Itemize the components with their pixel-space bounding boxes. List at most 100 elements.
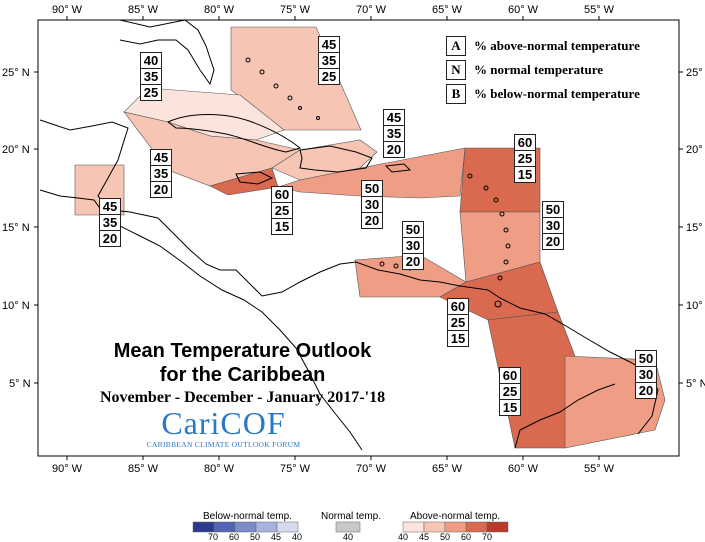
key-letter: A xyxy=(446,36,466,56)
prob-normal: 35 xyxy=(100,215,120,231)
prob-normal: 30 xyxy=(543,218,563,234)
prob-box-suriname: 50 30 20 xyxy=(635,350,657,399)
prob-above: 45 xyxy=(100,199,120,215)
prob-box-belize: 45 35 20 xyxy=(99,198,121,247)
prob-above: 60 xyxy=(500,368,520,384)
lon-label-top: 55° W xyxy=(584,4,615,16)
lon-label-bottom: 75° W xyxy=(280,463,311,475)
prob-box-bahamas: 45 35 25 xyxy=(318,36,340,85)
prob-below: 20 xyxy=(386,142,402,157)
scale-tick: 40 xyxy=(292,532,303,542)
coastlines xyxy=(39,19,659,451)
prob-above: 45 xyxy=(319,37,339,53)
prob-above: 60 xyxy=(448,299,468,315)
key-letter: N xyxy=(446,60,466,80)
prob-box-puerto-rico: 50 30 20 xyxy=(361,180,383,229)
key-label: % above-normal temperature xyxy=(474,38,640,53)
prob-above: 60 xyxy=(515,135,535,151)
prob-box-windward: 50 30 20 xyxy=(542,201,564,250)
key-label: % below-normal temperature xyxy=(474,86,640,101)
prob-normal: 30 xyxy=(362,197,382,213)
lon-label-bottom: 85° W xyxy=(128,463,159,475)
scale-tick: 70 xyxy=(208,532,219,542)
prob-normal: 25 xyxy=(272,203,292,219)
prob-normal: 35 xyxy=(384,126,404,142)
prob-below: 15 xyxy=(274,219,290,234)
lon-label-bottom: 65° W xyxy=(432,463,463,475)
prob-above: 45 xyxy=(384,110,404,126)
prob-above: 45 xyxy=(151,150,171,166)
scale-tick: 60 xyxy=(229,532,240,542)
lat-label-left: 5° N xyxy=(9,378,31,390)
scale-tick: 40 xyxy=(398,532,409,542)
prob-below: 15 xyxy=(517,167,533,182)
map-period: November - December - January 2017-'18 xyxy=(99,389,386,406)
prob-box-cayman-cuba-east: 45 35 20 xyxy=(150,149,172,198)
prob-below: 20 xyxy=(153,182,169,197)
prob-below: 25 xyxy=(143,85,159,100)
lon-label-top: 85° W xyxy=(128,4,159,16)
logo-subtext: CARIBBEAN CLIMATE OUTLOOK FORUM xyxy=(146,440,301,449)
prob-normal: 35 xyxy=(319,53,339,69)
scale-tick: 60 xyxy=(461,532,472,542)
map-title: Mean Temperature Outlook xyxy=(113,340,372,362)
lon-label-bottom: 55° W xyxy=(584,463,615,475)
prob-box-jamaica: 60 25 15 xyxy=(271,186,293,235)
scale-tick: 50 xyxy=(250,532,261,542)
prob-below: 15 xyxy=(502,400,518,415)
prob-below: 20 xyxy=(545,234,561,249)
lat-label-left: 10° N xyxy=(2,300,30,312)
lon-label-bottom: 80° W xyxy=(204,463,235,475)
scale-title-below: Below-normal temp. xyxy=(203,511,292,522)
lon-label-top: 70° W xyxy=(356,4,387,16)
prob-box-cuba-west: 40 35 25 xyxy=(140,52,162,101)
prob-box-abc: 50 30 20 xyxy=(402,221,424,270)
lon-label-top: 75° W xyxy=(280,4,311,16)
lon-label-bottom: 60° W xyxy=(508,463,539,475)
lat-label-left: 25° N xyxy=(2,67,30,79)
logo-text: CariCOF xyxy=(161,405,286,441)
scale-title-normal: Normal temp. xyxy=(321,511,382,522)
prob-above: 50 xyxy=(636,351,656,367)
probability-key: A % above-normal temperature N % normal te… xyxy=(446,36,686,104)
lat-label-right: 10° N xyxy=(686,300,705,312)
prob-below: 20 xyxy=(364,213,380,228)
prob-above: 60 xyxy=(272,187,292,203)
scale-tick: 45 xyxy=(271,532,282,542)
scale-tick: 70 xyxy=(482,532,493,542)
lon-label-bottom: 70° W xyxy=(356,463,387,475)
prob-below: 15 xyxy=(450,331,466,346)
color-scale xyxy=(192,521,509,533)
prob-below: 25 xyxy=(321,69,337,84)
axis-ticks xyxy=(34,16,683,460)
scale-tick: 45 xyxy=(419,532,430,542)
prob-box-leeward: 60 25 15 xyxy=(514,134,536,183)
prob-normal: 35 xyxy=(151,166,171,182)
lat-label-left: 15° N xyxy=(2,222,30,234)
prob-box-guyana: 60 25 15 xyxy=(499,367,521,416)
caricof-logo: CariCOF CARIBBEAN CLIMATE OUTLOOK FORUM xyxy=(136,406,311,450)
prob-above: 40 xyxy=(141,53,161,69)
lat-label-left: 20° N xyxy=(2,144,30,156)
prob-normal: 35 xyxy=(141,69,161,85)
scale-title-above: Above-normal temp. xyxy=(410,511,501,522)
prob-normal: 30 xyxy=(636,367,656,383)
lon-label-top: 90° W xyxy=(52,4,83,16)
lon-label-top: 65° W xyxy=(432,4,463,16)
lon-label-top: 60° W xyxy=(508,4,539,16)
prob-above: 50 xyxy=(543,202,563,218)
prob-below: 20 xyxy=(405,254,421,269)
prob-normal: 25 xyxy=(448,315,468,331)
lat-label-right: 20° N xyxy=(686,144,705,156)
lat-label-right: 25° N xyxy=(686,67,705,79)
key-label: % normal temperature xyxy=(474,62,604,77)
lat-label-right: 5° N xyxy=(686,378,705,390)
prob-box-trinidad: 60 25 15 xyxy=(447,298,469,347)
scale-tick: 50 xyxy=(440,532,451,542)
map-title-region: for the Caribbean xyxy=(159,364,326,386)
region-trinidad xyxy=(439,261,559,321)
prob-normal: 25 xyxy=(500,384,520,400)
prob-normal: 25 xyxy=(515,151,535,167)
prob-below: 20 xyxy=(638,383,654,398)
